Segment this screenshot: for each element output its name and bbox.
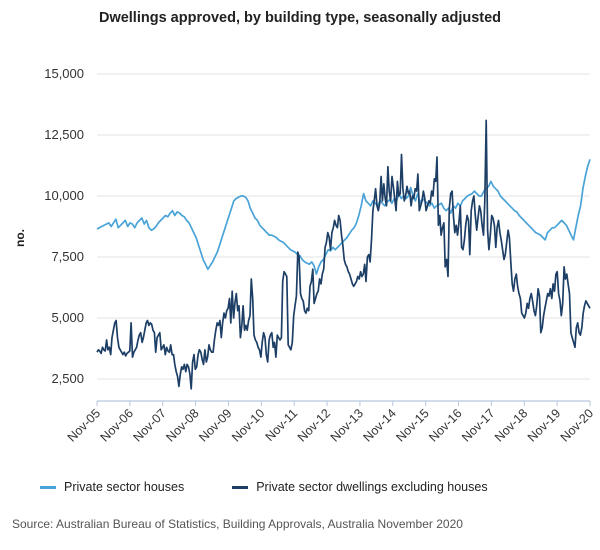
x-tick-label: Nov-15 — [393, 406, 431, 444]
x-tick-label: Nov-18 — [492, 406, 530, 444]
y-tick-label: 12,500 — [44, 127, 84, 142]
x-tick-label: Nov-14 — [361, 406, 399, 444]
source-note: Source: Australian Bureau of Statistics,… — [12, 517, 463, 531]
x-tick-label: Nov-05 — [65, 406, 103, 444]
series-line-houses — [96, 159, 591, 275]
legend-label-houses: Private sector houses — [64, 480, 185, 494]
legend-item-houses: Private sector houses — [40, 480, 184, 494]
x-tick-label: Nov-09 — [196, 406, 234, 444]
x-tick-label: Nov-17 — [459, 406, 497, 444]
chart-title: Dwellings approved, by building type, se… — [98, 10, 502, 26]
y-tick-label: 2,500 — [51, 371, 84, 386]
x-tick-label: Nov-06 — [98, 406, 136, 444]
x-tick-label: Nov-19 — [525, 406, 563, 444]
y-axis-label: no. — [13, 229, 27, 247]
series-line-other — [96, 119, 591, 390]
x-tick-label: Nov-10 — [229, 406, 267, 444]
legend-swatch-other — [232, 485, 249, 489]
y-tick-label: 10,000 — [44, 188, 84, 203]
legend-label-other: Private sector dwellings excluding house… — [256, 480, 488, 494]
x-tick-label: Nov-08 — [163, 406, 201, 444]
y-tick-label: 15,000 — [44, 66, 84, 81]
x-tick-label: Nov-12 — [295, 406, 333, 444]
x-tick-label: Nov-07 — [130, 406, 168, 444]
legend-swatch-houses — [40, 485, 56, 489]
x-tick-label: Nov-20 — [558, 406, 596, 444]
legend-item-other: Private sector dwellings excluding house… — [232, 480, 488, 494]
y-tick-label: 7,500 — [51, 249, 84, 264]
x-tick-label: Nov-16 — [426, 406, 464, 444]
y-tick-label: 5,000 — [51, 310, 84, 325]
legend: Private sector houses Private sector dwe… — [40, 480, 488, 494]
x-tick-label: Nov-11 — [263, 406, 301, 444]
x-tick-label: Nov-13 — [328, 406, 366, 444]
